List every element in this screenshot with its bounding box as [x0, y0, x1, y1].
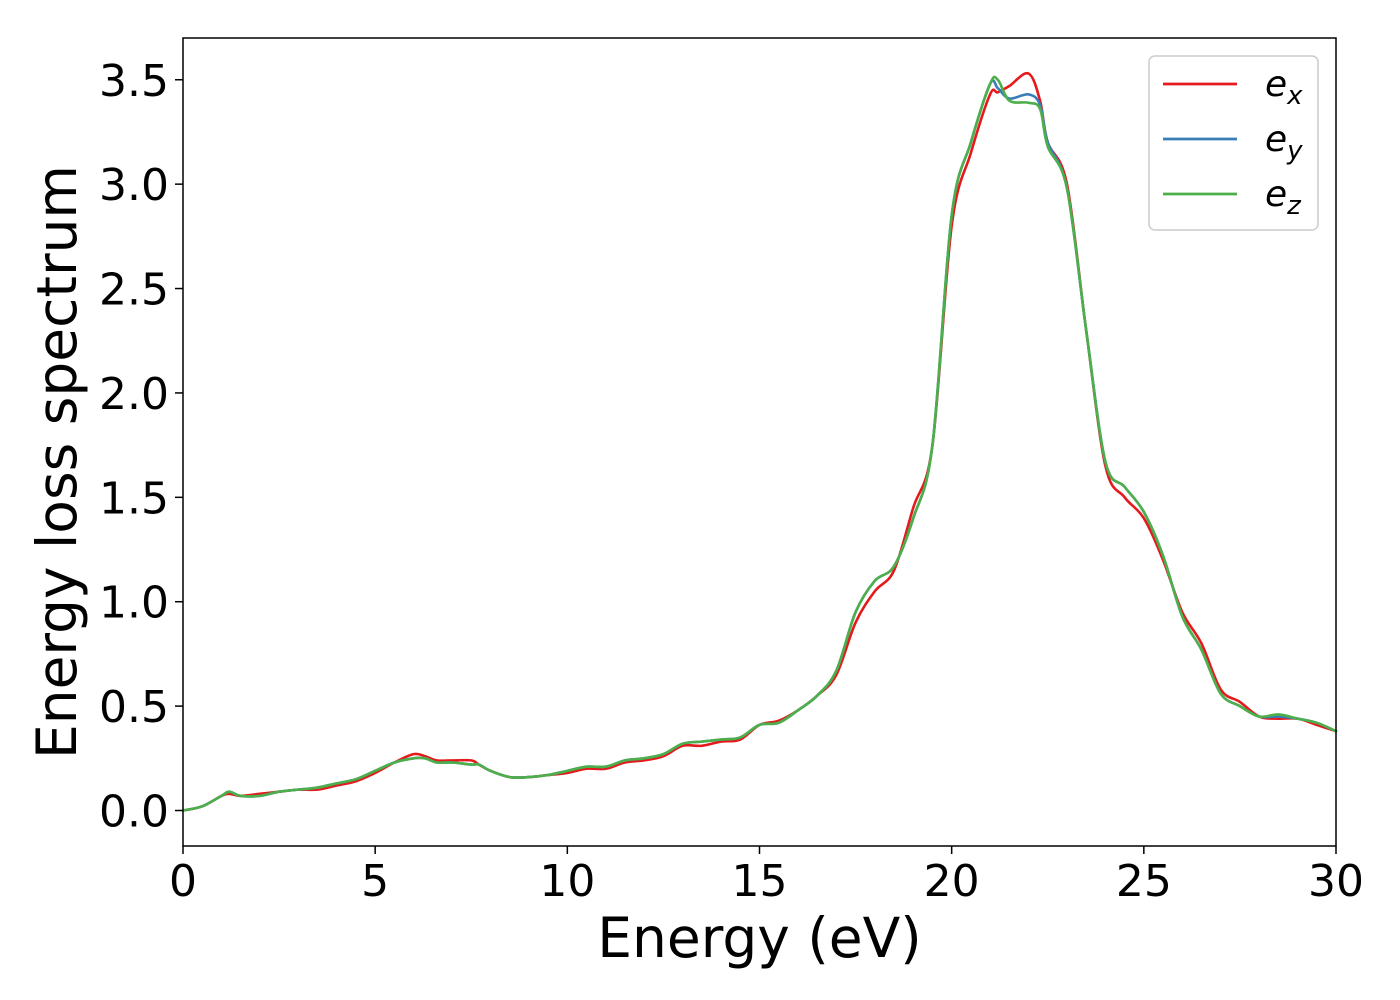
- legend-label-y: ey: [1265, 119, 1303, 166]
- y-tick-label: 2.5: [99, 265, 169, 316]
- legend-label-z: ez: [1265, 174, 1302, 221]
- series-layer: [181, 71, 1338, 812]
- x-tick-label: 15: [732, 856, 788, 907]
- y-tick-label: 1.5: [99, 473, 169, 524]
- legend-label-base: e: [1265, 64, 1287, 105]
- y-tick-label: 2.0: [99, 369, 169, 420]
- legend-label-x: ex: [1265, 64, 1303, 111]
- x-axis: 0 5 10 15 20 25 30: [169, 846, 1364, 907]
- series-line-z: [181, 75, 1338, 812]
- legend-label-base: e: [1265, 174, 1287, 215]
- y-tick-label: 3.0: [99, 160, 169, 211]
- legend-label-subscript: x: [1286, 81, 1303, 111]
- legend-label-subscript: z: [1286, 191, 1302, 221]
- y-tick-label: 0.0: [99, 787, 169, 838]
- x-tick-label: 20: [924, 856, 980, 907]
- y-tick-label: 0.5: [99, 682, 169, 733]
- legend-label-base: e: [1265, 119, 1287, 160]
- x-tick-label: 5: [361, 856, 389, 907]
- x-tick-label: 30: [1308, 856, 1364, 907]
- y-tick-label: 1.0: [99, 578, 169, 629]
- y-tick-label: 3.5: [99, 56, 169, 107]
- x-tick-label: 0: [169, 856, 197, 907]
- x-axis-label: Energy (eV): [597, 906, 921, 970]
- legend-box: [1148, 55, 1319, 231]
- x-tick-label: 10: [539, 856, 595, 907]
- legend-label-subscript: y: [1286, 136, 1303, 166]
- y-axis: 0.0 0.5 1.0 1.5 2.0 2.5 3.0 3.5: [99, 56, 183, 838]
- y-axis-label: Energy loss spectrum: [25, 165, 89, 759]
- x-tick-label: 25: [1116, 856, 1172, 907]
